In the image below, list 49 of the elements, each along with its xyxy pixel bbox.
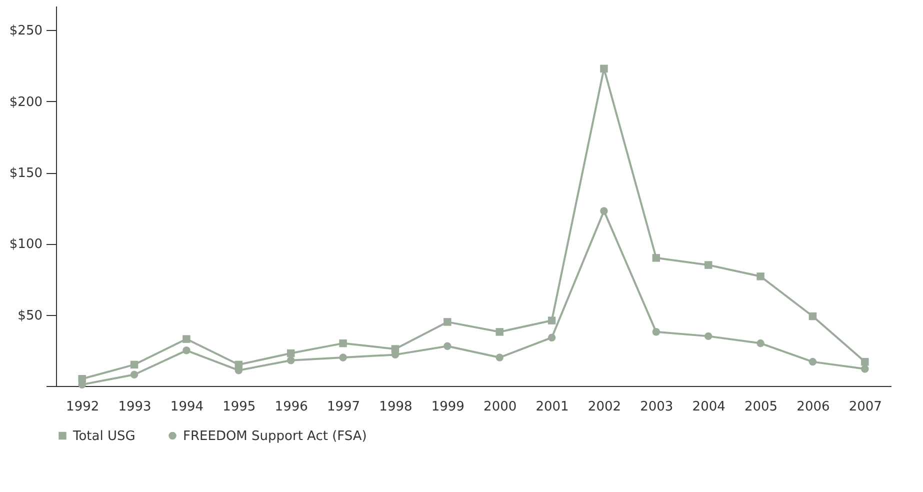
x-tick-label: 1994 — [170, 400, 204, 414]
y-tick-label: $50 — [18, 308, 42, 324]
point — [130, 370, 138, 378]
point — [496, 354, 504, 362]
point — [600, 64, 608, 72]
x-tick-label: 1995 — [222, 400, 256, 414]
point — [286, 356, 295, 364]
point — [339, 339, 347, 348]
y-tick-label: $250 — [9, 24, 42, 39]
point — [600, 207, 608, 215]
point — [808, 358, 817, 366]
y-tick-label: $100 — [9, 237, 42, 252]
legend-label: FREEDOM Support Act (FSA) — [183, 428, 367, 444]
y-tick-label: $150 — [9, 166, 42, 182]
point — [756, 339, 764, 348]
point — [339, 354, 347, 362]
point — [652, 328, 660, 336]
x-tick-label: 2005 — [744, 400, 778, 414]
x-tick-label: 1999 — [431, 400, 464, 414]
point — [861, 358, 869, 366]
legend-label: Total USG — [72, 428, 136, 444]
point — [704, 332, 712, 340]
point — [286, 349, 295, 358]
x-tick-label: 2002 — [588, 400, 622, 414]
point — [808, 312, 817, 320]
point — [652, 254, 660, 262]
x-tick-label: 2007 — [848, 400, 882, 414]
point — [704, 261, 712, 269]
x-tick-label: 1992 — [66, 400, 100, 414]
x-tick-label: 1997 — [326, 400, 360, 414]
point — [496, 328, 504, 336]
point — [444, 342, 452, 350]
point — [444, 318, 452, 326]
x-tick-label: 2006 — [796, 400, 830, 414]
point — [548, 316, 556, 324]
y-tick-label: $200 — [9, 94, 42, 110]
point — [130, 360, 138, 369]
point — [756, 272, 764, 280]
x-tick-label: 2000 — [484, 400, 517, 414]
point — [861, 365, 869, 373]
x-tick-label: 1998 — [379, 400, 412, 414]
point — [548, 334, 556, 342]
point — [182, 346, 190, 354]
x-tick-label: 1993 — [118, 400, 152, 414]
x-tick-label: 2003 — [640, 400, 674, 414]
point — [182, 335, 190, 343]
x-tick-label: 2001 — [536, 400, 569, 414]
x-tick-label: 1996 — [274, 400, 308, 414]
x-tick-label: 2004 — [692, 400, 726, 414]
